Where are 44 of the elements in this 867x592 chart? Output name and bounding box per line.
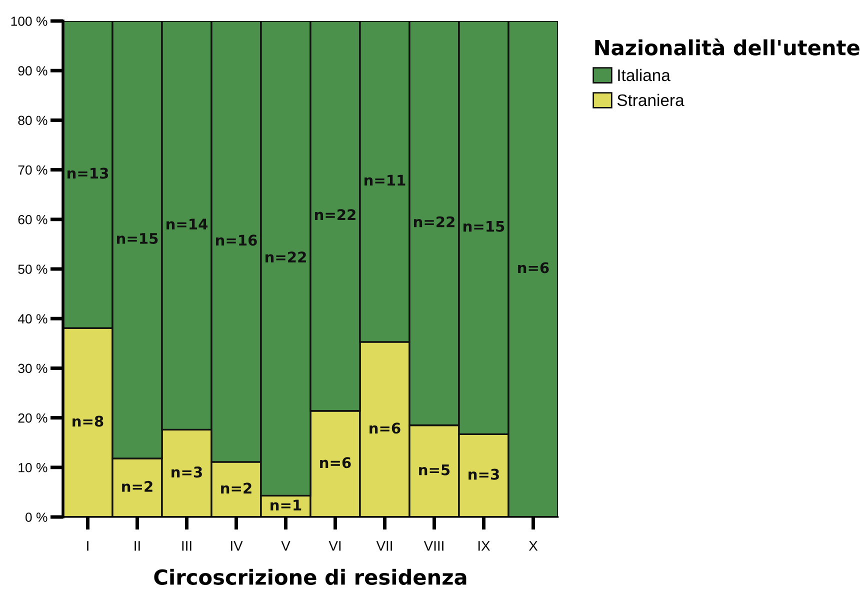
x-tick-label: IV xyxy=(230,541,243,551)
annotation: n=16 xyxy=(216,234,257,246)
x-tick-label: V xyxy=(281,541,290,551)
y-tick-label: 20 % xyxy=(18,413,48,423)
annotation: n=22 xyxy=(266,252,306,262)
x-tick-label: II xyxy=(134,541,140,551)
x-tick-label: X xyxy=(528,541,538,551)
annotation: n=3 xyxy=(468,468,499,480)
x-axis-title: Circoscrizione di residenza xyxy=(154,568,466,585)
annotation: n=14 xyxy=(166,218,208,230)
y-tick-label: 70 % xyxy=(18,165,48,175)
y-tick-label: 80 % xyxy=(18,116,48,126)
annotation: n=22 xyxy=(315,209,356,220)
legend-label: Italiana xyxy=(618,68,670,82)
y-tick-label: 50 % xyxy=(18,264,48,274)
legend-title: Nazionalità dell'utente xyxy=(595,38,860,56)
y-tick-label: 40 % xyxy=(18,314,48,324)
annotation: n=6 xyxy=(518,262,549,274)
x-tick-label: III xyxy=(182,541,192,551)
y-tick-label: 60 % xyxy=(18,214,48,224)
annotation: n=1 xyxy=(270,500,302,510)
y-tick-label: 10 % xyxy=(18,462,48,472)
annotation: n=15 xyxy=(117,233,158,244)
y-tick-label: 90 % xyxy=(18,66,48,76)
annotation: n=13 xyxy=(68,168,108,179)
annotation: n=22 xyxy=(414,216,454,228)
y-tick-label: 0 % xyxy=(26,512,48,522)
annotation: n=2 xyxy=(122,480,152,492)
annotation: n=11 xyxy=(364,174,406,186)
annotation: n=3 xyxy=(172,466,202,478)
annotation: n=5 xyxy=(419,464,450,476)
y-tick-label: 30 % xyxy=(18,364,48,374)
x-tick-label: IX xyxy=(478,541,490,551)
x-tick-label: VIII xyxy=(424,541,444,551)
annotation: n=8 xyxy=(72,416,104,427)
annotation: n=6 xyxy=(370,422,400,434)
y-tick-label: 100 % xyxy=(11,16,48,26)
annotation: n=2 xyxy=(221,482,252,494)
legend-label: Straniera xyxy=(617,94,684,106)
x-tick-label: VI xyxy=(328,541,341,551)
x-tick-label: I xyxy=(87,541,88,551)
x-tick-label: VII xyxy=(376,541,392,551)
annotation: n=15 xyxy=(464,220,504,232)
annotation: n=6 xyxy=(320,457,351,468)
